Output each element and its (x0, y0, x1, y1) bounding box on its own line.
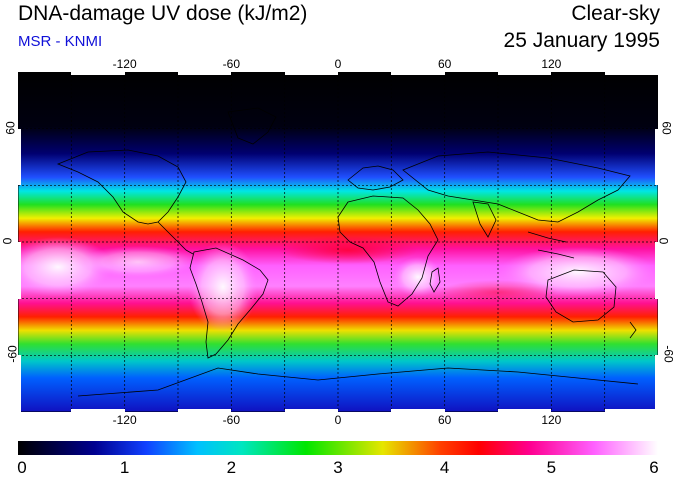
lat-tick-left: -60 (5, 345, 20, 363)
lon-tick-bottom: 0 (334, 413, 342, 427)
map-source: MSR - KNMI (18, 33, 103, 50)
lat-tick-right: -60 (661, 345, 676, 363)
lat-tick-left: 60 (3, 120, 18, 135)
lon-tick-bottom: -120 (112, 413, 137, 427)
colorbar-label: 4 (439, 458, 450, 477)
map-date: 25 January 1995 (503, 29, 660, 52)
colorbar-label: 1 (119, 458, 130, 477)
lat-tick-right: 60 (659, 120, 674, 135)
lon-tick-bottom: 120 (541, 413, 562, 427)
lon-tick-top: 60 (437, 57, 452, 71)
colorbar-label: 2 (226, 458, 237, 477)
map-title: DNA-damage UV dose (kJ/m2) (18, 2, 308, 25)
colorbar-label: 3 (333, 458, 343, 477)
lon-tick-top: 0 (334, 57, 342, 71)
sky-condition: Clear-sky (571, 2, 660, 25)
graticule (18, 72, 658, 412)
colorbar-label: 6 (649, 458, 659, 477)
lon-tick-bottom: 60 (437, 413, 452, 427)
lon-tick-top: 120 (541, 57, 562, 71)
colorbar (18, 441, 658, 455)
lat-tick-right: 0 (656, 237, 671, 245)
lon-tick-top: -60 (222, 57, 240, 71)
map-frame (18, 72, 658, 412)
lon-tick-top: -120 (112, 57, 137, 71)
lat-tick-left: 0 (0, 237, 15, 245)
lon-tick-bottom: -60 (222, 413, 240, 427)
uv-dose-map (18, 72, 658, 412)
colorbar-label: 0 (17, 458, 27, 477)
colorbar-label: 5 (546, 458, 557, 477)
